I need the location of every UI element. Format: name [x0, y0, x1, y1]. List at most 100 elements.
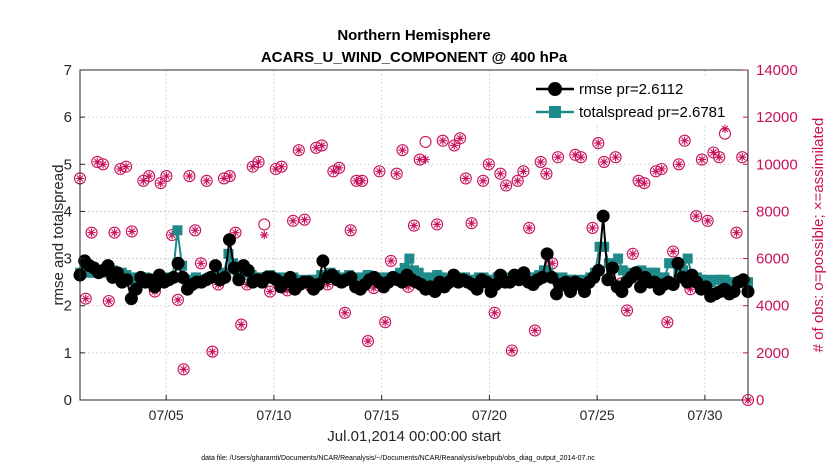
asterisk-stroke: [393, 170, 401, 178]
rmse-point: [283, 270, 297, 284]
obs-possible-point: [482, 158, 495, 171]
asterisk-stroke: [140, 177, 147, 185]
obs-possible-point: [713, 151, 726, 164]
y-tick-label: 5: [64, 156, 72, 173]
asterisk-stroke: [589, 224, 596, 232]
obs-possible-point: [298, 213, 311, 226]
obs-assimilated-point: [513, 176, 522, 185]
obs-assimilated-point: [196, 259, 206, 268]
rmse-point: [166, 270, 180, 284]
legend-totalspread-marker: [549, 106, 561, 118]
totalspread-point: [172, 225, 183, 236]
asterisk-stroke: [111, 229, 118, 236]
rmse-point: [171, 256, 185, 270]
obs-assimilated-point: [611, 153, 620, 162]
obs-possible-point: [609, 151, 622, 164]
obs-possible-point: [171, 293, 184, 306]
obs-assimilated-point: [703, 216, 712, 226]
obs-assimilated-point: [409, 221, 419, 230]
obs-possible-point: [206, 345, 219, 358]
plot-frame: [79, 69, 749, 401]
obs-assimilated-point: [507, 346, 517, 355]
asterisk-stroke: [301, 216, 308, 224]
rmse-point: [316, 254, 330, 268]
asterisk-stroke: [491, 309, 498, 317]
asterisk-stroke: [520, 168, 527, 175]
asterisk-stroke: [577, 153, 585, 161]
obs-assimilated-point: [104, 296, 113, 306]
obs-assimilated-point: [162, 171, 171, 181]
asterisk-stroke: [687, 285, 694, 293]
obs-assimilated-point: [668, 247, 678, 256]
obs-assimilated-point: [640, 178, 649, 188]
obs-possible-point: [143, 170, 156, 183]
totalspread-point: [404, 253, 415, 264]
obs-assimilated-point: [81, 294, 90, 303]
obs-assimilated-point: [375, 167, 384, 176]
obs-assimilated-point: [432, 220, 442, 229]
obs-assimilated-point: [628, 249, 638, 259]
obs-assimilated-point: [294, 145, 304, 155]
legend-totalspread-label: totalspread pr=2.6781: [579, 104, 725, 121]
asterisk-stroke: [537, 158, 545, 166]
obs-assimilated-point: [519, 167, 528, 176]
obs-possible-point: [586, 221, 599, 234]
obs-assimilated-point: [121, 162, 131, 171]
obs-possible-point: [517, 165, 530, 178]
legend-rmse-marker: [548, 82, 562, 96]
obs-possible-point: [528, 324, 541, 337]
obs-possible-point: [160, 170, 173, 183]
obs-possible-point: [361, 335, 374, 348]
obs-assimilated-point: [720, 124, 730, 134]
asterisk-stroke: [629, 250, 637, 258]
obs-possible-point: [373, 165, 386, 178]
obs-assimilated-point: [450, 141, 459, 150]
obs-assimilated-point: [110, 228, 119, 237]
obs-assimilated-point: [340, 308, 350, 317]
asterisk-stroke: [681, 137, 688, 145]
obs-assimilated-point: [179, 365, 188, 374]
asterisk-stroke: [93, 158, 101, 166]
obs-possible-point: [592, 137, 605, 150]
asterisk-stroke: [191, 226, 199, 234]
x-tick-label: 07/30: [687, 407, 722, 423]
totalspread-point: [599, 241, 610, 252]
legend: rmse pr=2.6112 totalspread pr=2.6781: [530, 76, 742, 124]
y2-tick-label: 8000: [756, 203, 789, 220]
asterisk-stroke: [330, 168, 337, 175]
asterisk-stroke: [641, 179, 648, 187]
rmse-point: [666, 278, 680, 291]
totalspread-point: [399, 263, 410, 273]
chart-title: Northern Hemisphere: [337, 27, 490, 44]
obs-assimilated-point: [225, 171, 234, 181]
obs-possible-point: [102, 294, 115, 308]
asterisk-stroke: [163, 172, 170, 180]
asterisk-stroke: [623, 307, 631, 314]
obs-assimilated-point: [173, 295, 183, 305]
rmse-point: [545, 270, 559, 284]
obs-possible-point: [183, 170, 196, 183]
asterisk-stroke: [525, 224, 533, 232]
rmse-point: [736, 273, 750, 287]
obs-assimilated-point: [542, 169, 551, 178]
y-tick-label: 2: [64, 298, 72, 315]
asterisk-stroke: [341, 309, 349, 317]
obs-assimilated-point: [455, 134, 465, 143]
obs-assimilated-point: [599, 157, 609, 167]
obs-assimilated-point: [663, 318, 672, 327]
asterisk-stroke: [733, 229, 740, 236]
y-tick-label: 1: [64, 345, 72, 362]
obs-assimilated-point: [202, 176, 211, 185]
asterisk-stroke: [295, 146, 303, 154]
y-tick-label: 3: [64, 251, 72, 268]
rmse-point: [232, 273, 246, 287]
asterisk-stroke: [508, 347, 516, 354]
obs-possible-point: [252, 155, 265, 168]
asterisk-stroke: [531, 327, 539, 334]
obs-assimilated-point: [392, 169, 401, 178]
asterisk-stroke: [226, 172, 234, 180]
asterisk-stroke: [450, 142, 458, 149]
asterisk-stroke: [180, 366, 187, 373]
obs-assimilated-point: [98, 160, 108, 169]
obs-possible-point: [523, 221, 536, 234]
